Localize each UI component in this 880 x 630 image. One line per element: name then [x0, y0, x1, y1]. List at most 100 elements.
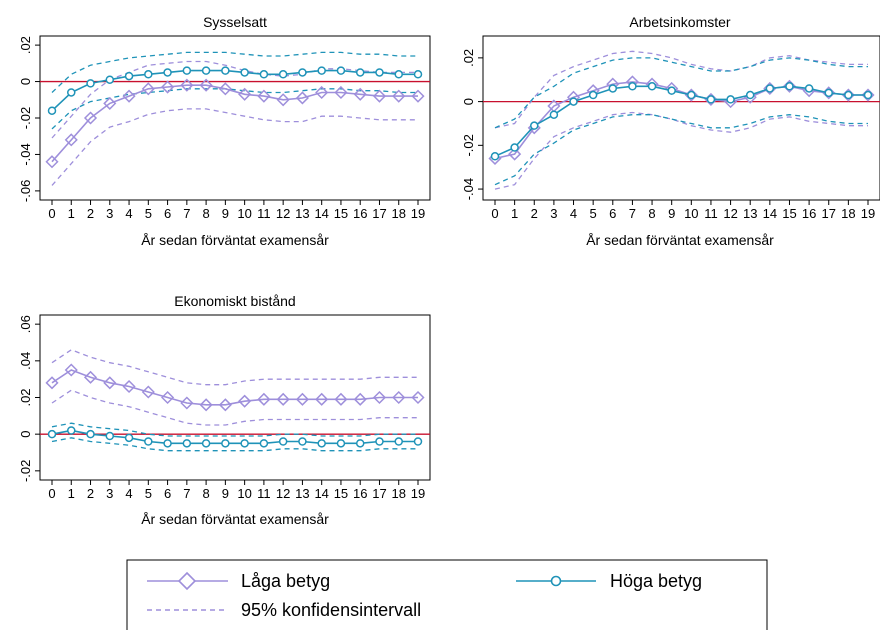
data-point-diamond — [122, 379, 136, 394]
y-tick-label: .02 — [461, 49, 476, 67]
plot-area — [482, 35, 880, 201]
data-point-circle — [124, 433, 134, 443]
data-point-circle — [804, 84, 814, 93]
data-point-diamond — [218, 82, 232, 96]
y-tick-label: .04 — [18, 352, 33, 370]
x-tick-label: 18 — [392, 206, 406, 221]
data-point-circle — [413, 70, 423, 79]
data-point-circle — [201, 439, 211, 448]
x-tick-label: 10 — [237, 486, 251, 501]
x-tick-label: 18 — [392, 486, 406, 501]
data-point-circle — [317, 439, 326, 448]
data-point-circle — [628, 82, 637, 91]
x-tick-label: 4 — [125, 486, 132, 501]
x-tick-label: 19 — [411, 486, 425, 501]
data-point-circle — [259, 439, 269, 448]
data-point-circle — [549, 110, 559, 119]
data-point-circle — [278, 70, 288, 79]
ci-upper-line — [51, 51, 418, 93]
y-tick-label: .02 — [18, 36, 33, 54]
y-tick-label: -.04 — [461, 178, 476, 200]
x-tick-label: 10 — [237, 206, 251, 221]
y-tick-label: 0 — [461, 98, 476, 105]
panel-title: Sysselsatt — [203, 14, 267, 30]
plot-area — [39, 35, 431, 201]
x-tick-label: 6 — [609, 206, 616, 221]
data-point-diamond — [257, 392, 271, 406]
data-point-diamond — [103, 96, 117, 110]
x-tick-label: 3 — [550, 206, 557, 221]
x-tick-label: 15 — [334, 486, 348, 501]
data-point-diamond — [392, 390, 406, 405]
data-point-circle — [317, 66, 326, 75]
data-point-diamond — [508, 147, 522, 161]
data-point-circle — [706, 95, 716, 104]
plot-layer — [40, 349, 430, 452]
x-tick-label: 2 — [531, 206, 538, 221]
x-tick-label: 13 — [295, 486, 309, 501]
data-point-circle — [844, 90, 853, 100]
data-point-diamond — [411, 89, 425, 103]
data-point-diamond — [295, 392, 309, 406]
data-point-circle — [67, 426, 76, 435]
data-point-circle — [86, 79, 95, 88]
data-point-circle — [240, 68, 249, 77]
x-tick-label: 6 — [164, 486, 171, 501]
chart-panel-ekonomiskt-bistand: Ekonomiskt bistånd År sedan förväntat ex… — [18, 293, 431, 527]
x-tick-label: 3 — [106, 486, 113, 501]
legend-ci-label: 95% konfidensintervall — [241, 600, 421, 620]
data-point-circle — [490, 152, 500, 161]
data-point-circle — [67, 88, 76, 97]
x-tick-label: 17 — [822, 206, 836, 221]
data-point-diamond — [334, 85, 348, 100]
ci-lower-line — [51, 108, 418, 186]
data-point-circle — [785, 82, 794, 91]
data-point-diamond — [64, 363, 78, 377]
legend-box — [126, 559, 768, 630]
data-point-circle — [608, 84, 618, 93]
data-point-circle — [47, 429, 57, 439]
x-tick-label: 17 — [372, 206, 386, 221]
data-point-circle — [336, 439, 346, 448]
data-point-diamond — [276, 392, 290, 406]
x-tick-label: 3 — [106, 206, 113, 221]
x-tick-label: 0 — [48, 206, 55, 221]
data-point-circle — [201, 66, 211, 75]
x-tick-label: 17 — [372, 486, 386, 501]
ci-lower-line — [494, 114, 868, 186]
y-tick-label: -.02 — [18, 460, 33, 482]
x-tick-label: 5 — [145, 206, 152, 221]
data-point-diamond — [238, 87, 252, 101]
data-point-circle — [105, 431, 115, 441]
x-tick-label: 7 — [183, 206, 190, 221]
x-tick-label: 12 — [276, 486, 290, 501]
data-point-diamond — [141, 385, 155, 399]
data-point-diamond — [295, 91, 309, 105]
data-point-diamond — [315, 85, 329, 100]
x-tick-label: 1 — [511, 206, 518, 221]
x-tick-label: 16 — [353, 486, 367, 501]
y-tick-label: .06 — [18, 315, 33, 333]
legend-hoga-label: Höga betyg — [610, 571, 702, 591]
data-point-circle — [298, 68, 307, 77]
data-point-circle — [510, 143, 519, 152]
data-point-circle — [667, 86, 676, 95]
x-tick-label: 10 — [684, 206, 698, 221]
y-tick-label: -.06 — [18, 180, 33, 202]
ci-lower-line — [51, 437, 418, 452]
y-tick-label: 0 — [18, 431, 33, 438]
data-point-diamond — [103, 376, 117, 390]
x-tick-label: 16 — [802, 206, 816, 221]
data-point-circle — [144, 70, 153, 79]
data-point-circle — [413, 437, 423, 446]
x-tick-label: 16 — [353, 206, 367, 221]
data-point-diamond — [372, 89, 387, 103]
data-point-circle — [375, 68, 384, 77]
x-tick-label: 8 — [648, 206, 655, 221]
data-point-circle — [86, 429, 95, 439]
x-tick-label: 13 — [295, 206, 309, 221]
legend-circle-marker — [550, 575, 562, 587]
x-tick-label: 8 — [202, 486, 209, 501]
y-tick-label: 0 — [18, 78, 33, 85]
data-point-diamond — [392, 89, 406, 103]
